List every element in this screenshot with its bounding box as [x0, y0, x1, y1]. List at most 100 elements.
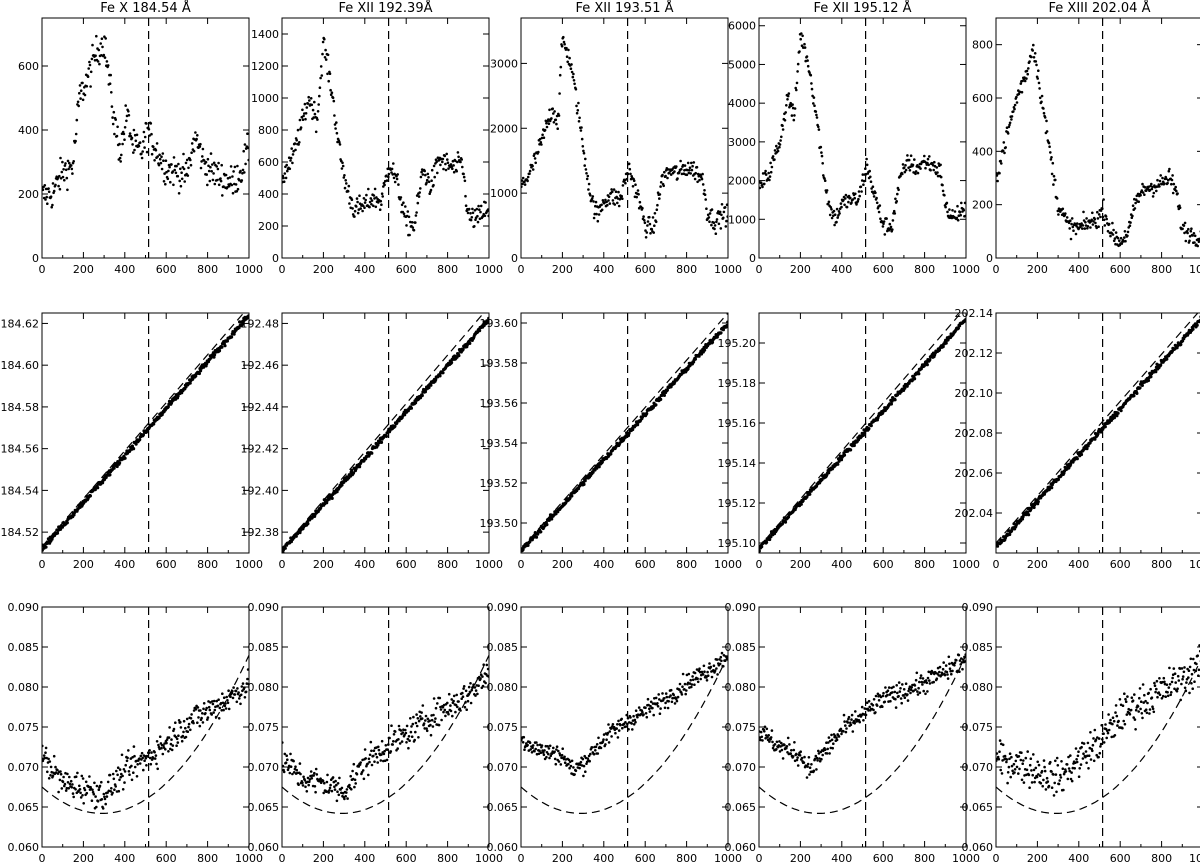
data-point — [335, 131, 339, 135]
data-point — [459, 160, 462, 164]
x-tick-label: 1000 — [235, 852, 263, 865]
data-point — [936, 174, 940, 178]
data-point — [617, 204, 621, 208]
data-point — [417, 736, 420, 739]
data-point — [231, 175, 234, 178]
data-point — [217, 161, 220, 165]
data-point — [648, 707, 651, 711]
x-tick-label: 800 — [1151, 558, 1172, 571]
data-point — [963, 201, 966, 205]
data-point — [406, 210, 410, 213]
data-point — [1165, 177, 1168, 180]
data-point — [789, 752, 792, 755]
data-point — [823, 179, 827, 182]
data-point — [548, 108, 551, 112]
data-point — [412, 228, 416, 232]
data-point — [796, 70, 799, 73]
data-point — [678, 170, 681, 174]
data-point — [591, 195, 595, 198]
data-point — [132, 771, 135, 774]
data-point — [441, 371, 445, 375]
data-point — [334, 779, 337, 783]
data-point — [852, 443, 856, 448]
data-point — [700, 177, 704, 181]
y-tick-label: 0.065 — [8, 801, 40, 814]
data-point — [87, 67, 90, 70]
data-point — [340, 483, 344, 487]
data-point — [533, 152, 536, 156]
data-point — [658, 197, 661, 200]
data-point — [297, 143, 300, 146]
data-point — [361, 209, 364, 213]
data-point — [380, 203, 383, 206]
data-point — [1129, 221, 1132, 224]
data-point — [582, 151, 586, 155]
y-tick-label: 193.50 — [480, 517, 519, 530]
data-point — [563, 755, 566, 759]
data-point — [325, 780, 329, 784]
data-point — [1007, 125, 1011, 129]
data-point — [552, 112, 555, 115]
data-point — [50, 205, 53, 209]
data-point — [526, 175, 530, 179]
data-point — [94, 795, 97, 798]
y-tick-label: 0.070 — [8, 761, 40, 774]
data-point — [849, 448, 853, 452]
data-point — [1112, 228, 1115, 232]
data-point — [74, 775, 78, 778]
y-tick-label: 193.52 — [480, 477, 519, 490]
data-point — [639, 712, 643, 716]
data-point — [81, 794, 84, 797]
data-point — [355, 197, 359, 200]
data-point — [723, 206, 727, 209]
data-point — [120, 153, 123, 157]
y-tick-label: 202.06 — [955, 467, 994, 480]
data-point — [608, 730, 612, 733]
data-point — [1040, 94, 1044, 98]
x-tick-label: 400 — [354, 852, 375, 865]
data-point — [460, 158, 464, 161]
data-point — [576, 109, 580, 112]
data-point — [55, 531, 60, 535]
data-point — [363, 206, 366, 209]
data-point — [817, 125, 820, 129]
data-point — [344, 179, 348, 182]
data-point — [282, 176, 285, 180]
data-point — [292, 149, 295, 153]
data-point — [835, 207, 839, 211]
data-point — [459, 709, 462, 712]
data-point — [164, 182, 167, 186]
data-point — [305, 790, 309, 793]
data-point — [897, 188, 900, 192]
data-point — [616, 736, 620, 739]
fit-line — [996, 313, 1199, 544]
data-point — [122, 768, 126, 771]
data-point — [547, 752, 550, 756]
data-point — [689, 172, 692, 175]
data-point — [155, 142, 159, 145]
data-point — [1099, 209, 1103, 212]
data-point — [1116, 411, 1120, 415]
data-point — [1091, 223, 1095, 226]
data-point — [461, 165, 464, 169]
data-point — [61, 175, 65, 179]
y-tick-label: 0.060 — [487, 841, 519, 854]
data-point — [116, 125, 119, 129]
data-point — [58, 778, 62, 782]
data-point — [419, 175, 423, 179]
data-point — [187, 725, 190, 729]
x-tick-label: 0 — [279, 852, 286, 865]
data-point — [238, 320, 242, 324]
data-point — [621, 197, 624, 200]
data-point — [321, 779, 325, 783]
data-point — [1008, 121, 1012, 125]
data-point — [104, 37, 107, 40]
data-point — [65, 521, 69, 525]
data-point — [331, 96, 335, 100]
data-point — [1049, 151, 1052, 154]
data-point — [844, 197, 847, 200]
data-point — [701, 673, 705, 676]
data-point — [696, 677, 699, 680]
data-point — [243, 143, 247, 146]
data-point — [142, 140, 145, 143]
